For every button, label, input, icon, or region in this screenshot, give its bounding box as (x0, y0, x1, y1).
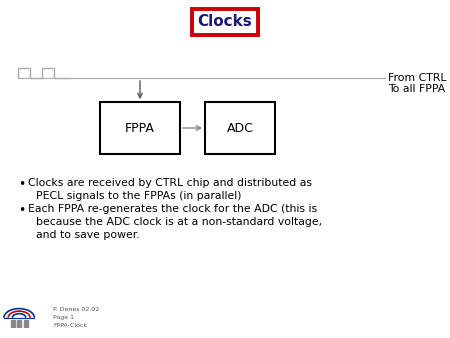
Text: PECL signals to the FPPAs (in parallel): PECL signals to the FPPAs (in parallel) (36, 191, 242, 201)
Text: Clocks: Clocks (198, 15, 252, 29)
Text: •: • (18, 178, 25, 191)
Text: and to save power.: and to save power. (36, 230, 140, 240)
Text: ADC: ADC (226, 121, 253, 135)
Text: P. Denes 02.02: P. Denes 02.02 (53, 307, 99, 312)
Text: FPPA-Clock: FPPA-Clock (53, 323, 87, 328)
Text: Each FPPA re-generates the clock for the ADC (this is: Each FPPA re-generates the clock for the… (28, 204, 317, 214)
Text: FPPA: FPPA (125, 121, 155, 135)
Bar (100, 102, 180, 154)
Text: •: • (18, 204, 25, 217)
Bar (18, 320, 22, 328)
Bar (205, 102, 275, 154)
Text: From CTRL: From CTRL (388, 73, 446, 83)
Text: Page 1: Page 1 (53, 315, 74, 320)
Bar (11, 320, 15, 328)
Text: Clocks are received by CTRL chip and distributed as: Clocks are received by CTRL chip and dis… (28, 178, 312, 188)
Bar (24, 320, 28, 328)
Text: To all FPPA: To all FPPA (388, 84, 445, 94)
Text: because the ADC clock is at a non-standard voltage,: because the ADC clock is at a non-standa… (36, 217, 322, 227)
